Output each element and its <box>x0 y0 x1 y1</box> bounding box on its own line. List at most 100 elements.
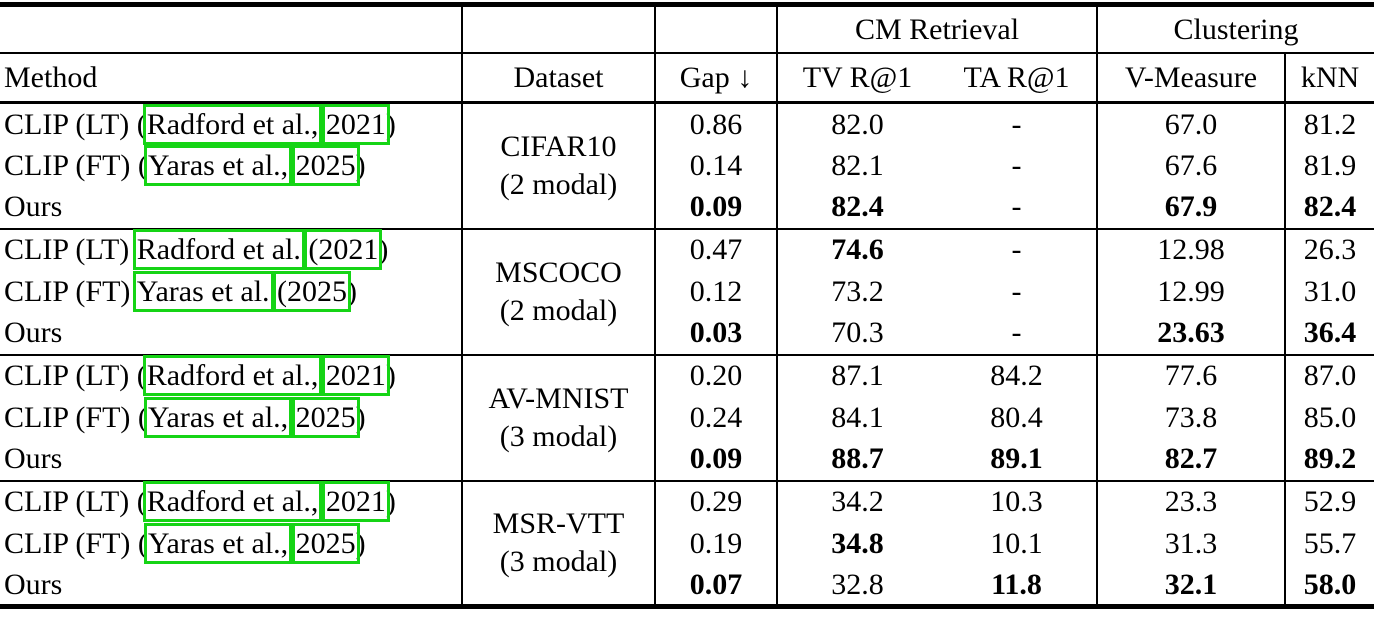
method-text <box>288 527 296 560</box>
citation-link[interactable]: 2021 <box>321 355 390 397</box>
dataset-name: CIFAR10 <box>500 130 617 164</box>
method-text <box>318 359 326 392</box>
dataset-modal: (2 modal) <box>499 293 618 327</box>
citation-link[interactable]: 2021 <box>321 481 390 523</box>
value-cell: 67.6 <box>1096 144 1286 187</box>
col-header-v-measure: V-Measure <box>1096 52 1286 103</box>
method-text <box>270 275 278 308</box>
citation-link[interactable]: 2025 <box>291 396 360 438</box>
value-cell: 0.19 <box>654 522 777 565</box>
citation-link[interactable]: 2021 <box>321 103 390 145</box>
value-cell: - <box>1011 107 1022 141</box>
value-cell: 73.8 <box>1096 396 1286 439</box>
table-row: CLIP (FT) (Yaras et al., 2025) 0.14 82.1 - 6… <box>0 144 1374 187</box>
value-cell: 32.1 <box>1096 564 1286 607</box>
col-header-dataset: Dataset <box>461 52 655 103</box>
value-cell: 58.0 <box>1284 564 1374 607</box>
citation-link[interactable]: Radford et al., <box>142 481 323 523</box>
group-header-cm-retrieval: CM Retrieval <box>775 4 1098 53</box>
method-text: CLIP (LT) ( <box>4 485 147 519</box>
col-header-ta-r1: TA R@1 <box>963 60 1070 94</box>
value-cell: 89.1 <box>990 442 1043 476</box>
dataset-block-msr-vtt: CLIP (LT) (Radford et al., 2021) MSR-VTT(… <box>0 480 1374 607</box>
method-text: ) <box>385 359 396 393</box>
value-cell: 0.07 <box>654 564 777 607</box>
dataset-cell: MSCOCO (2 modal) <box>461 228 655 355</box>
value-cell: 73.2 <box>776 270 937 313</box>
method-cell: CLIP (LT) Radford et al. (2021) <box>0 229 462 271</box>
value-cell: 10.3 <box>990 485 1043 519</box>
table-row: CLIP (FT) (Yaras et al., 2025) 0.24 84.1 80… <box>0 396 1374 439</box>
method-text: Ours <box>4 567 63 601</box>
table-row: CLIP (LT) (Radford et al., 2021) AV-MNIST… <box>0 354 1374 481</box>
value-cell: 0.09 <box>654 186 777 229</box>
method-text: CLIP (FT) ( <box>4 400 148 434</box>
dataset-block-cifar10: CLIP (LT) (Radford et al., 2021) CIFAR10(… <box>0 102 1374 229</box>
value-cell: 34.2 <box>776 480 937 523</box>
value-cell: 77.6 <box>1096 354 1286 397</box>
method-cell: Ours <box>0 313 462 355</box>
value-cell: - <box>1011 274 1022 308</box>
method-text: ) <box>385 107 396 141</box>
value-cell: 82.0 <box>776 102 937 145</box>
value-cell: 0.14 <box>654 144 777 187</box>
value-cell: 0.20 <box>654 354 777 397</box>
value-cell: 10.1 <box>990 526 1043 560</box>
table-header: CM Retrieval Clustering Method Dataset G… <box>0 4 1374 103</box>
method-cell: CLIP (LT) (Radford et al., 2021) <box>0 103 462 145</box>
method-text: ) <box>355 400 366 434</box>
value-cell: 87.0 <box>1284 354 1374 397</box>
method-cell: Ours <box>0 565 462 607</box>
dataset-cell: CIFAR10 (2 modal) <box>461 102 655 229</box>
group-header-clustering: Clustering <box>1096 4 1374 53</box>
value-cell: 70.3 <box>776 312 937 355</box>
value-cell: 23.3 <box>1096 480 1286 523</box>
value-cell: 87.1 <box>776 354 937 397</box>
value-cell: 67.9 <box>1096 186 1286 229</box>
citation-link[interactable]: Yaras et al., <box>143 522 293 564</box>
table-row: CLIP (LT) (Radford et al., 2021) CIFAR10(… <box>0 102 1374 229</box>
col-header-knn: kNN <box>1284 52 1374 103</box>
table-row: Ours 0.09 82.4-67.9 82.4 <box>0 186 1374 229</box>
value-cell: 55.7 <box>1284 522 1374 565</box>
value-cell: 0.03 <box>654 312 777 355</box>
method-text: ) <box>355 526 366 560</box>
citation-link[interactable]: 2025 <box>291 144 360 186</box>
citation-link[interactable]: Radford et al., <box>142 355 323 397</box>
value-cell: 36.4 <box>1284 312 1374 355</box>
value-cell: 0.24 <box>654 396 777 439</box>
citation-link[interactable]: (2021 <box>304 229 383 271</box>
method-text: CLIP (FT) ( <box>4 526 148 560</box>
value-cell: 81.2 <box>1284 102 1374 145</box>
value-cell: 23.63 <box>1096 312 1286 355</box>
value-cell: 84.1 <box>776 396 937 439</box>
value-cell: 0.29 <box>654 480 777 523</box>
value-cell: 0.86 <box>654 102 777 145</box>
dataset-modal: (2 modal) <box>499 167 618 201</box>
dataset-cell: MSR-VTT (3 modal) <box>461 480 655 607</box>
table-row: CLIP (FT) (Yaras et al., 2025) 0.19 34.8 10… <box>0 522 1374 565</box>
citation-link[interactable]: Radford et al., <box>142 103 323 145</box>
value-cell: 0.09 <box>654 438 777 481</box>
value-cell: 81.9 <box>1284 144 1374 187</box>
value-cell: 32.8 <box>776 564 937 607</box>
table-row: CLIP (FT) Yaras et al. (2025) 0.12 73.2 - 12… <box>0 270 1374 313</box>
col-header-gap: Gap ↓ <box>654 52 777 103</box>
method-cell: Ours <box>0 187 462 229</box>
value-cell: - <box>1011 316 1022 350</box>
method-text <box>288 401 296 434</box>
value-cell: 67.0 <box>1096 102 1286 145</box>
citation-link[interactable]: 2025 <box>291 522 360 564</box>
value-cell: 82.7 <box>1096 438 1286 481</box>
value-cell: 31.3 <box>1096 522 1286 565</box>
method-cell: CLIP (LT) (Radford et al., 2021) <box>0 481 462 523</box>
method-cell: CLIP (FT) (Yaras et al., 2025) <box>0 144 462 187</box>
citation-link[interactable]: Yaras et al., <box>143 144 293 186</box>
dataset-modal: (3 modal) <box>499 544 618 578</box>
citation-link[interactable]: Radford et al. <box>132 229 305 271</box>
citation-link[interactable]: Yaras et al. <box>132 270 274 312</box>
citation-link[interactable]: (2025 <box>273 270 352 312</box>
citation-link[interactable]: Yaras et al., <box>143 396 293 438</box>
method-text <box>318 485 326 518</box>
value-cell: - <box>1011 190 1022 224</box>
